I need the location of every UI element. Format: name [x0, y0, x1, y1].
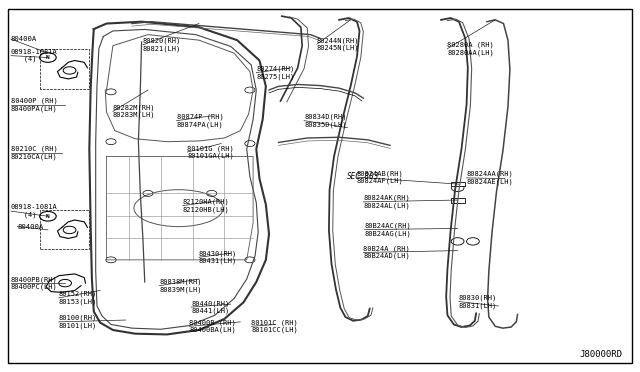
Text: 08918-1081A
   (4): 08918-1081A (4)	[11, 204, 58, 218]
Text: N: N	[46, 55, 50, 60]
Text: 80400B (RH)
80400BA(LH): 80400B (RH) 80400BA(LH)	[189, 319, 236, 333]
Text: 80824AB(RH)
80824AF(LH): 80824AB(RH) 80824AF(LH)	[357, 170, 404, 184]
Text: 80820(RH)
80821(LH): 80820(RH) 80821(LH)	[143, 38, 181, 52]
Text: 80282M(RH)
80283M(LH): 80282M(RH) 80283M(LH)	[113, 105, 156, 118]
Text: 80B24AC(RH)
80B24AG(LH): 80B24AC(RH) 80B24AG(LH)	[365, 222, 412, 237]
Text: 08918-1081A
   (4): 08918-1081A (4)	[11, 49, 58, 62]
Text: 80838M(RH)
80839M(LH): 80838M(RH) 80839M(LH)	[159, 279, 202, 293]
Text: 80400A: 80400A	[11, 36, 37, 42]
Text: 80400PB(RH)
80400PC(LH): 80400PB(RH) 80400PC(LH)	[11, 276, 58, 290]
Text: SEC.803: SEC.803	[347, 172, 379, 181]
Text: 80101C (RH)
80101CC(LH): 80101C (RH) 80101CC(LH)	[251, 319, 298, 333]
Text: 80101G (RH)
80101GA(LH): 80101G (RH) 80101GA(LH)	[188, 145, 234, 159]
Text: 80440(RH)
80441(LH): 80440(RH) 80441(LH)	[191, 300, 230, 314]
Text: 80830(RH)
80831(LH): 80830(RH) 80831(LH)	[459, 295, 497, 308]
Text: 80210C (RH)
80210CA(LH): 80210C (RH) 80210CA(LH)	[11, 146, 58, 160]
Text: J80000RD: J80000RD	[580, 350, 623, 359]
Text: 80100(RH)
80101(LH): 80100(RH) 80101(LH)	[59, 315, 97, 329]
Bar	[451, 198, 465, 203]
Text: 80280A (RH)
80280AA(LH): 80280A (RH) 80280AA(LH)	[447, 42, 494, 56]
Text: 80400P (RH)
80400PA(LH): 80400P (RH) 80400PA(LH)	[11, 98, 58, 112]
Text: N: N	[46, 214, 50, 219]
Text: 80834D(RH)
80835D(LH): 80834D(RH) 80835D(LH)	[304, 114, 347, 128]
Text: 80824AA(RH)
80824AE(LH): 80824AA(RH) 80824AE(LH)	[467, 171, 513, 185]
Text: 80430(RH)
80431(LH): 80430(RH) 80431(LH)	[199, 250, 237, 264]
Text: 80874P (RH)
80874PA(LH): 80874P (RH) 80874PA(LH)	[177, 114, 223, 128]
Text: 80152(RH)
80153(LH): 80152(RH) 80153(LH)	[59, 291, 97, 305]
Bar	[451, 182, 465, 186]
Text: 80400A: 80400A	[17, 224, 44, 230]
Text: 80244N(RH)
80245N(LH): 80244N(RH) 80245N(LH)	[317, 37, 359, 51]
Text: 82120HA(RH)
82120HB(LH): 82120HA(RH) 82120HB(LH)	[183, 199, 230, 212]
Text: 80824AK(RH)
80824AL(LH): 80824AK(RH) 80824AL(LH)	[364, 195, 410, 209]
Text: 80274(RH)
80275(LH): 80274(RH) 80275(LH)	[256, 65, 294, 80]
Text: 80B24A (RH)
80B24AD(LH): 80B24A (RH) 80B24AD(LH)	[364, 246, 410, 259]
